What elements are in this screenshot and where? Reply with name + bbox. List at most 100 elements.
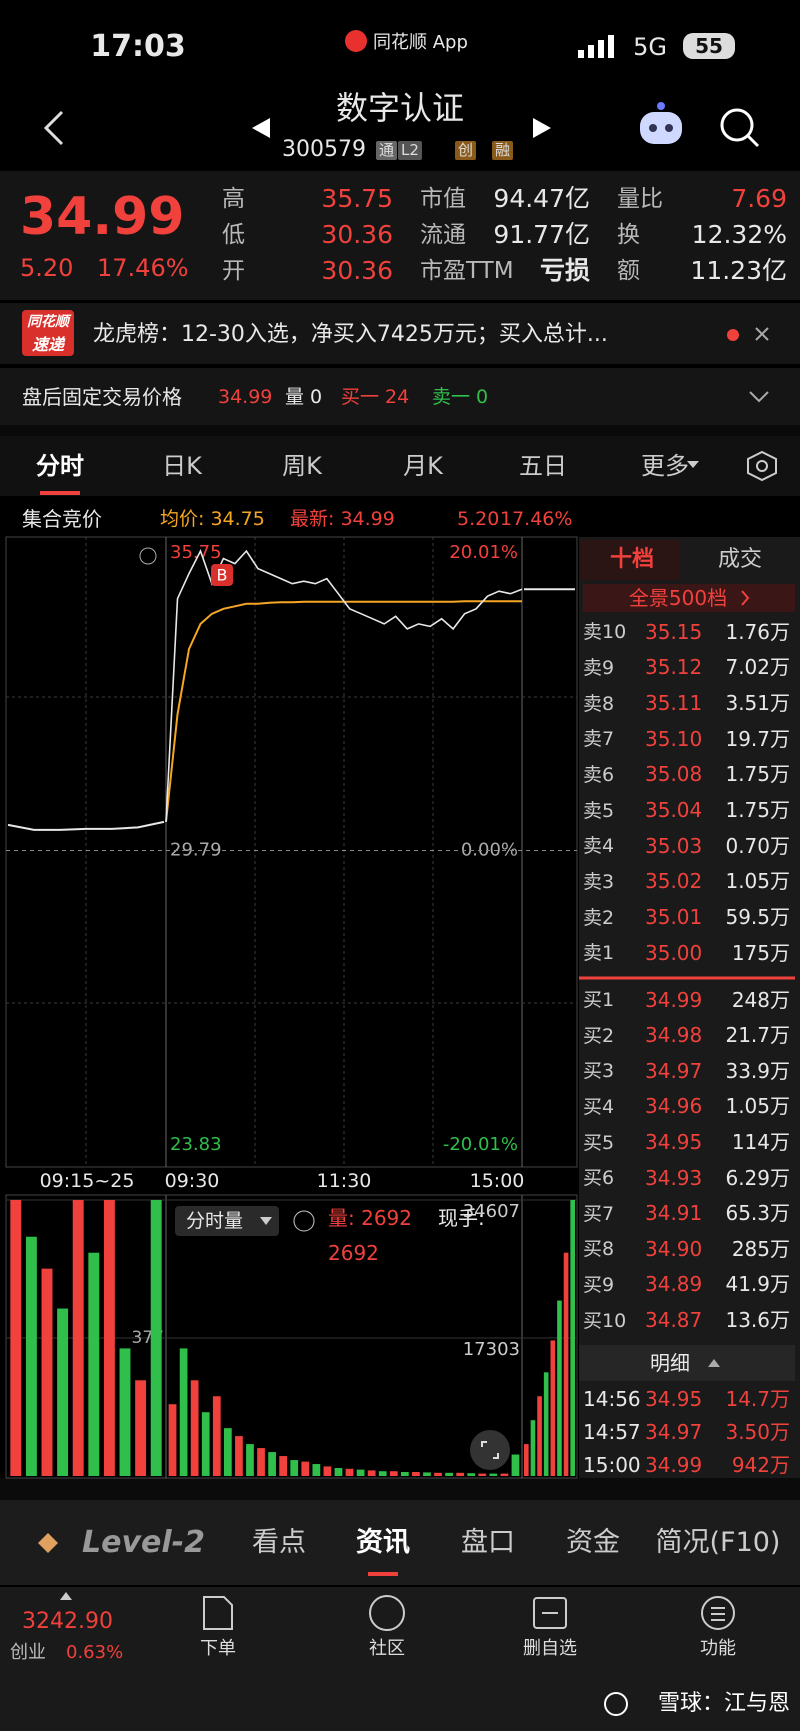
chart-grid	[6, 537, 577, 1167]
stat-label: 低	[222, 221, 245, 248]
book-amount: 248万	[731, 987, 790, 1012]
book-price: 35.01	[645, 905, 703, 930]
volume-bar	[212, 1396, 221, 1476]
volume-bar	[511, 1454, 520, 1476]
book-level: 买5	[583, 1131, 615, 1154]
bottom-tab[interactable]: Level-2	[82, 1525, 205, 1561]
book-price: 34.91	[645, 1201, 703, 1226]
settings-button[interactable]	[756, 460, 768, 472]
book-price: 35.02	[645, 869, 703, 894]
nav-item[interactable]: 功能	[700, 1637, 736, 1659]
index-pct: 0.63%	[66, 1641, 124, 1663]
app-icon	[345, 30, 367, 52]
after-hours-volume: 量 0	[285, 386, 323, 409]
volume-selector-label[interactable]: 分时量	[186, 1210, 244, 1233]
stat-label: 高	[222, 185, 245, 212]
close-news[interactable]	[755, 327, 769, 341]
index-arrow	[60, 1592, 72, 1600]
book-price: 35.12	[645, 655, 703, 680]
stat-value: 12.32%	[691, 220, 787, 250]
bottom-tab[interactable]: 简况(F10)	[655, 1527, 781, 1559]
chart-tab[interactable]: 周K	[282, 452, 322, 480]
nav-item[interactable]: 下单	[200, 1637, 236, 1659]
book-price: 35.03	[645, 833, 703, 858]
volume-bar	[135, 1380, 147, 1476]
assistant-icon[interactable]	[640, 102, 682, 144]
volume-bar	[301, 1461, 310, 1476]
volume-bar	[412, 1472, 420, 1476]
after-hours-bid: 买一 24	[341, 386, 410, 409]
back-button[interactable]	[43, 110, 64, 146]
clock: 17:03	[90, 29, 186, 65]
volume-bar	[489, 1473, 498, 1476]
book-amount: 1.76万	[725, 619, 790, 644]
volume-bar	[10, 1200, 22, 1476]
volume-bar	[119, 1348, 131, 1476]
help-icon[interactable]	[293, 1210, 315, 1232]
bottom-tab[interactable]: 资讯	[356, 1527, 410, 1559]
help-icon[interactable]	[139, 547, 157, 565]
book-level: 买4	[583, 1095, 615, 1118]
community-icon	[369, 1595, 405, 1631]
bottom-tab-bar	[0, 1500, 800, 1585]
book-price: 35.08	[645, 762, 703, 787]
stat-value: 亏损	[539, 256, 590, 286]
chart-tab[interactable]: 分时	[36, 452, 84, 480]
volume-selector[interactable]	[175, 1206, 279, 1236]
bottom-tab[interactable]: 盘口	[461, 1527, 515, 1559]
book-amount: 7.02万	[725, 655, 790, 680]
nav-item[interactable]: 社区	[369, 1637, 405, 1659]
search-button[interactable]	[720, 108, 760, 148]
news-panel	[0, 303, 800, 364]
bottom-tab[interactable]: 看点	[252, 1527, 306, 1559]
book-price: 35.00	[645, 940, 703, 965]
panorama-bar[interactable]	[583, 584, 795, 612]
book-amount: 65.3万	[725, 1201, 790, 1226]
detail-price: 34.97	[645, 1419, 703, 1444]
quote-panel	[0, 171, 800, 300]
settings-button[interactable]	[747, 450, 777, 482]
chart-tab[interactable]: 五日	[519, 452, 567, 480]
fullscreen-button[interactable]	[470, 1430, 510, 1470]
book-price: 35.11	[645, 690, 703, 715]
dropdown-arrow	[260, 1217, 272, 1225]
book-level: 卖10	[583, 621, 627, 644]
nav-item[interactable]: 删自选	[523, 1637, 577, 1659]
book-amount: 114万	[731, 1129, 790, 1154]
book-amount: 59.5万	[725, 905, 790, 930]
volume-bar	[168, 1404, 177, 1476]
expand-chevron[interactable]	[749, 391, 769, 403]
trade-marker-bg	[211, 564, 233, 586]
volume-bar	[367, 1470, 376, 1476]
signal-icon	[578, 35, 614, 58]
stat-value: 11.23亿	[690, 256, 787, 286]
chart-tab[interactable]: 日K	[162, 452, 202, 480]
next-stock[interactable]	[533, 118, 551, 138]
book-level: 卖2	[583, 906, 615, 929]
news-text[interactable]: 龙虎榜：12-30入选，净买入7425万元；买入总计...	[93, 322, 608, 348]
stat-label: 市值	[420, 185, 466, 212]
latest-price: 最新: 34.99	[290, 508, 395, 531]
separator	[0, 1478, 800, 1500]
chart-tab[interactable]: 月K	[403, 452, 443, 480]
stock-name: 数字认证	[335, 89, 465, 127]
after-hours-panel	[0, 368, 800, 425]
order-book-panel	[579, 537, 800, 1478]
chart-tab[interactable]: 更多	[641, 452, 689, 480]
y-tick-label: 35.75	[170, 542, 222, 563]
book-price: 35.04	[645, 798, 703, 822]
volume-value: 2692	[328, 1240, 379, 1265]
book-level: 买10	[583, 1309, 627, 1332]
last-price: 34.99	[20, 186, 185, 247]
stock-code: 300579	[282, 137, 366, 163]
panorama-button[interactable]: 全景500档	[628, 585, 728, 610]
book-tab[interactable]: 成交	[717, 547, 763, 573]
index-value[interactable]: 3242.90	[22, 1609, 113, 1635]
prev-stock[interactable]	[252, 118, 270, 138]
stat-label: 额	[617, 257, 640, 284]
panorama-chevron	[741, 590, 750, 606]
bottom-tab[interactable]: 资金	[566, 1527, 620, 1559]
book-tab[interactable]: 十档	[609, 547, 655, 573]
book-price: 35.15	[645, 619, 703, 644]
badge: 融	[492, 140, 514, 160]
